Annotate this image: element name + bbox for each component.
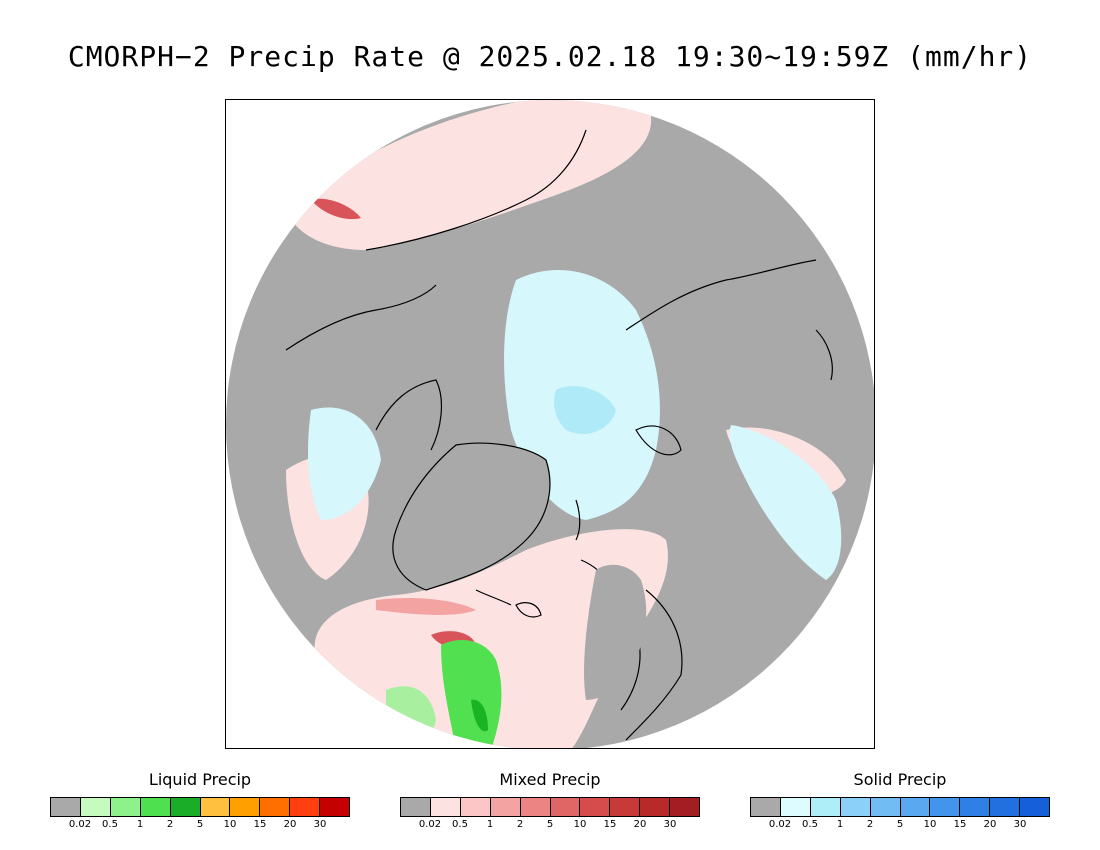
legend-tick-label: 0.02 bbox=[768, 819, 792, 830]
legend-swatch bbox=[810, 798, 841, 816]
legend-swatch bbox=[401, 798, 431, 816]
legend-swatch bbox=[170, 798, 201, 816]
scandinavia-landmass bbox=[584, 564, 647, 700]
legend-tick-label: 30 bbox=[663, 819, 677, 830]
legend-swatch bbox=[840, 798, 871, 816]
legend-swatch bbox=[430, 798, 461, 816]
tick-labels: 0.02 0.5 1 2 5 10 15 20 30 bbox=[400, 817, 700, 831]
snow-region-central bbox=[554, 386, 616, 434]
legend-tick-label: 15 bbox=[603, 819, 617, 830]
legend-swatch bbox=[990, 798, 1021, 816]
legend-swatch bbox=[110, 798, 141, 816]
legend-tick-label: 5 bbox=[896, 819, 904, 830]
legend-tick-label: 15 bbox=[253, 819, 267, 830]
legend-tick-label: 2 bbox=[166, 819, 174, 830]
legend-tick-label: 2 bbox=[516, 819, 524, 830]
legend-tick-label: 5 bbox=[196, 819, 204, 830]
legend-title: Solid Precip bbox=[853, 770, 947, 789]
legend-swatch bbox=[870, 798, 901, 816]
legend-liquid-precip: Liquid Precip 0.02 0.5 1 2 5 10 15 20 30 bbox=[50, 770, 350, 831]
legend-title: Mixed Precip bbox=[499, 770, 601, 789]
polar-precip-map bbox=[226, 100, 874, 748]
legend-swatch bbox=[200, 798, 231, 816]
legend-tick-label: 15 bbox=[953, 819, 967, 830]
rain-core bbox=[471, 699, 488, 732]
legend-swatch bbox=[490, 798, 521, 816]
mixed-precip-alaska-core bbox=[311, 198, 361, 220]
legend-tick-label: 0.5 bbox=[102, 819, 118, 830]
legend-tick-label: 30 bbox=[313, 819, 327, 830]
legend-tick-label: 5 bbox=[546, 819, 554, 830]
legend-title: Liquid Precip bbox=[148, 770, 252, 789]
color-scale bbox=[400, 797, 700, 817]
legend-swatch bbox=[520, 798, 551, 816]
legend-tick-label: 30 bbox=[1013, 819, 1027, 830]
legend-tick-label: 20 bbox=[283, 819, 297, 830]
legend-mixed-precip: Mixed Precip 0.02 0.5 1 2 5 10 15 20 30 bbox=[400, 770, 700, 831]
legend-swatch bbox=[610, 798, 641, 816]
legend-tick-label: 1 bbox=[486, 819, 494, 830]
legend-tick-label: 1 bbox=[136, 819, 144, 830]
legend-tick-label: 2 bbox=[866, 819, 874, 830]
color-scale bbox=[50, 797, 350, 817]
legend-swatch bbox=[260, 798, 291, 816]
legend-swatch bbox=[751, 798, 781, 816]
mixed-precip-region-alaska bbox=[286, 100, 652, 250]
legend-swatch bbox=[900, 798, 931, 816]
legend-tick-label: 20 bbox=[633, 819, 647, 830]
legend-swatch bbox=[1020, 798, 1050, 816]
legend-swatch bbox=[640, 798, 671, 816]
legend-tick-label: 20 bbox=[983, 819, 997, 830]
legend-tick-label: 1 bbox=[836, 819, 844, 830]
color-scale bbox=[750, 797, 1050, 817]
coastlines bbox=[285, 129, 833, 741]
legend-swatch bbox=[140, 798, 171, 816]
legend-swatch bbox=[460, 798, 491, 816]
snow-region-siberia bbox=[729, 425, 842, 580]
legend-swatch bbox=[670, 798, 700, 816]
legend-swatch bbox=[930, 798, 961, 816]
mixed-precip-region-atlantic-band bbox=[376, 598, 476, 615]
snow-region-canada bbox=[308, 407, 381, 520]
legend-tick-label: 0.02 bbox=[418, 819, 442, 830]
legend-tick-label: 0.5 bbox=[452, 819, 468, 830]
legend-tick-label: 10 bbox=[573, 819, 587, 830]
legend-swatch bbox=[51, 798, 81, 816]
legend-tick-label: 0.02 bbox=[68, 819, 92, 830]
legend-tick-label: 0.5 bbox=[802, 819, 818, 830]
legend-swatch bbox=[550, 798, 581, 816]
legend-tick-label: 10 bbox=[223, 819, 237, 830]
legend-swatch bbox=[80, 798, 111, 816]
legend-swatch bbox=[320, 798, 350, 816]
legend-swatch bbox=[580, 798, 611, 816]
greenland-landmass bbox=[392, 443, 550, 590]
tick-labels: 0.02 0.5 1 2 5 10 15 20 30 bbox=[750, 817, 1050, 831]
tick-labels: 0.02 0.5 1 2 5 10 15 20 30 bbox=[50, 817, 350, 831]
legend-swatch bbox=[230, 798, 261, 816]
legend-swatch bbox=[960, 798, 991, 816]
legend-solid-precip: Solid Precip 0.02 0.5 1 2 5 10 15 20 30 bbox=[750, 770, 1050, 831]
map-frame bbox=[225, 99, 875, 749]
legend-swatch bbox=[290, 798, 321, 816]
legend-swatch bbox=[780, 798, 811, 816]
legend-tick-label: 10 bbox=[923, 819, 937, 830]
page-title: CMORPH−2 Precip Rate @ 2025.02.18 19:30~… bbox=[67, 40, 1033, 73]
